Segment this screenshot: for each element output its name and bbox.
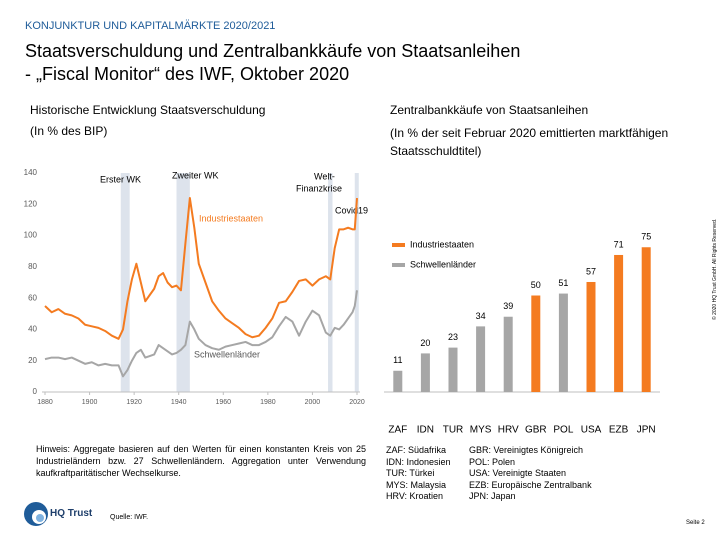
y-tick-label: 100 [24, 231, 38, 240]
x-tick-label: USA [581, 425, 602, 436]
title-line: Staatsverschuldung und Zentralbankkäufe … [25, 41, 521, 61]
band [176, 173, 190, 392]
x-tick-label: MYS [470, 425, 492, 436]
x-tick-label: 1940 [171, 399, 187, 406]
band-label: Finanzkrise [296, 183, 342, 193]
chart-title: Zentralbankkäufe von Staatsanleihen [390, 103, 589, 117]
band [328, 173, 333, 392]
value-label: 51 [558, 278, 568, 288]
value-label: 23 [448, 332, 458, 342]
bar [448, 347, 458, 392]
band [120, 173, 130, 392]
legend-label: Schwellenländer [410, 259, 476, 269]
abbrev: EZB: Europäische Zentralbank [469, 479, 592, 490]
value-label: 34 [476, 311, 486, 321]
chart-subtitle: (In % der seit Februar 2020 emittierten … [390, 124, 668, 160]
x-tick-label: GBR [525, 425, 547, 436]
x-tick-label: 2000 [305, 399, 321, 406]
abbrev: HRV: Kroatien [386, 491, 444, 501]
title: Staatsverschuldung und Zentralbankkäufe … [25, 40, 520, 86]
bar [641, 247, 651, 392]
band-label: Zweiter WK [172, 170, 219, 180]
abbrev-left: ZAF: Südafrika IDN: Indonesien TUR: Türk… [386, 445, 451, 503]
bar [586, 281, 596, 392]
legend-label: Industriestaaten [410, 239, 474, 249]
y-tick-label: 20 [28, 356, 37, 365]
y-tick-label: 140 [24, 168, 38, 177]
chart-title: Historische Entwicklung Staatsverschuldu… [30, 103, 266, 117]
y-tick-label: 40 [28, 325, 37, 334]
abbrev: POL: Polen [469, 456, 516, 467]
abbrev: IDN: Indonesien [386, 456, 451, 467]
y-tick-label: 60 [28, 293, 37, 302]
x-tick-label: HRV [498, 425, 519, 436]
title-line: - „Fiscal Monitor“ des IWF, Oktober 2020 [25, 64, 350, 84]
abbrev: ZAF: Südafrika [386, 445, 447, 455]
band-label: Welt- [314, 171, 335, 181]
abbrev: MYS: Malaysia [386, 479, 447, 490]
abbrev-right: GBR: Vereinigtes Königreich POL: Polen U… [469, 445, 592, 503]
subtitle-line: Staatsschuldtitel) [390, 144, 482, 158]
x-tick-label: IDN [417, 425, 434, 436]
value-label: 57 [586, 266, 596, 276]
x-tick-label: 1960 [215, 399, 231, 406]
series-label: Industriestaaten [199, 213, 263, 223]
series-label: Schwellenländer [194, 349, 260, 359]
x-tick-label: ZAF [388, 425, 407, 436]
copyright: © 2020 HQ Trust GmbH. All Rights Reserve… [712, 218, 718, 320]
bar [393, 370, 403, 392]
y-tick-label: 120 [24, 199, 38, 208]
x-tick-label: 1900 [82, 399, 98, 406]
bar [476, 326, 486, 392]
page-number: Seite 2 [686, 520, 705, 526]
logo-text: HQ Trust [50, 508, 93, 519]
x-tick-label: TUR [443, 425, 464, 436]
value-label: 20 [420, 338, 430, 348]
value-label: 50 [531, 280, 541, 290]
x-tick-label: 1920 [126, 399, 142, 406]
x-tick-label: 1880 [37, 399, 53, 406]
abbrev: USA: Vereinigte Staaten [469, 468, 567, 478]
bar [614, 254, 624, 392]
kicker: KONJUNKTUR UND KAPITALMÄRKTE 2020/2021 [25, 20, 276, 32]
x-tick-label: 2020 [349, 399, 365, 406]
abbrev: JPN: Japan [469, 491, 516, 501]
x-tick-label: 1980 [260, 399, 276, 406]
logo-mark [24, 502, 48, 526]
abbrev: TUR: Türkei [386, 468, 435, 478]
band-label: Covid19 [335, 205, 368, 215]
chart-subtitle: (In % des BIP) [30, 124, 108, 138]
x-tick-label: EZB [609, 425, 629, 436]
note: Hinweis: Aggregate basieren auf den Wert… [36, 444, 366, 478]
value-label: 39 [503, 301, 513, 311]
y-tick-label: 0 [33, 387, 38, 396]
bar [531, 295, 541, 392]
line-series [44, 197, 358, 340]
band [354, 173, 359, 392]
bar [503, 316, 513, 392]
x-tick-label: JPN [637, 425, 656, 436]
band-label: Erster WK [100, 174, 141, 184]
x-tick-label: POL [553, 425, 573, 436]
value-label: 11 [393, 355, 402, 365]
subtitle-line: (In % der seit Februar 2020 emittierten … [390, 126, 669, 140]
y-tick-label: 80 [28, 262, 37, 271]
source: Quelle: IWF. [110, 514, 149, 521]
value-label: 75 [641, 232, 651, 242]
line-series [44, 290, 358, 378]
abbrev: GBR: Vereinigtes Königreich [469, 445, 584, 455]
bar [420, 353, 430, 392]
bar [558, 293, 568, 392]
value-label: 71 [614, 239, 624, 249]
